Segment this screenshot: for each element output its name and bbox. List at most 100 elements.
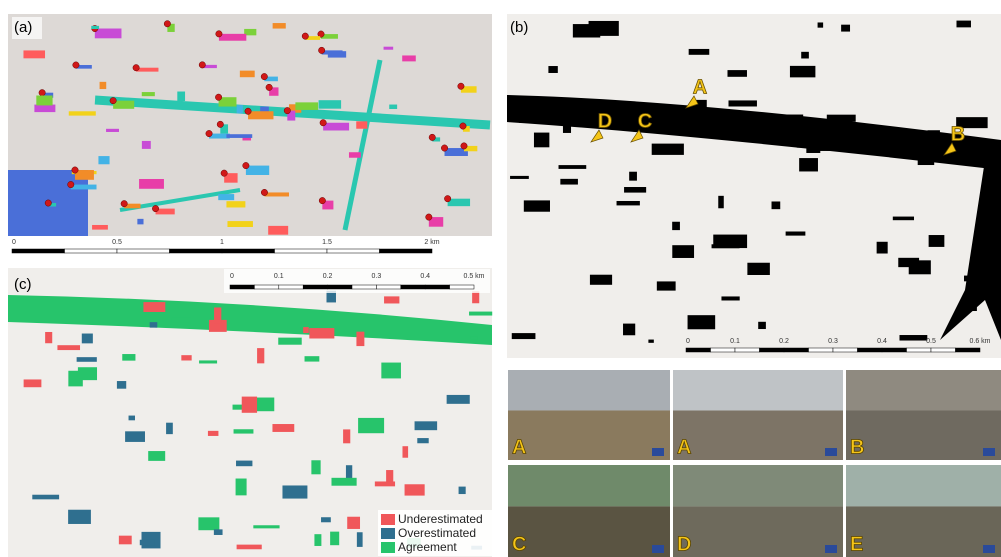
flood-patch bbox=[459, 487, 466, 494]
flood-patch bbox=[790, 66, 815, 77]
flood-patch bbox=[799, 158, 818, 171]
flood-patch bbox=[652, 144, 684, 155]
flood-patch bbox=[356, 332, 364, 346]
flood-patch bbox=[827, 115, 856, 122]
flood-patch bbox=[718, 196, 724, 208]
flood-patch bbox=[140, 540, 155, 545]
flood-patch bbox=[91, 26, 99, 29]
gauge bbox=[243, 162, 249, 168]
photo-label: A bbox=[512, 436, 526, 458]
photo-sky bbox=[673, 465, 843, 506]
flood-patch bbox=[106, 129, 119, 132]
flood-patch bbox=[122, 354, 135, 361]
gauge bbox=[320, 120, 326, 126]
flood-patch bbox=[893, 217, 914, 221]
photo-sky bbox=[508, 370, 670, 411]
flood-patch bbox=[82, 334, 93, 344]
flood-patch bbox=[772, 201, 781, 209]
flood-patch bbox=[246, 166, 269, 175]
scale-label: 0 bbox=[12, 239, 16, 246]
scale-label: 0.5 bbox=[112, 239, 122, 246]
flood-patch bbox=[956, 21, 970, 28]
scale-segment bbox=[833, 348, 858, 352]
gauge bbox=[261, 189, 267, 195]
flood-patch bbox=[534, 133, 549, 148]
flood-patch bbox=[24, 379, 42, 387]
flood-patch bbox=[524, 200, 550, 211]
flood-patch bbox=[964, 276, 997, 282]
flood-patch bbox=[181, 355, 191, 360]
annotation: C bbox=[638, 110, 652, 132]
flood-patch bbox=[323, 123, 349, 131]
gauge bbox=[152, 205, 158, 211]
flood-patch bbox=[319, 100, 342, 108]
flood-patch bbox=[909, 260, 931, 274]
flood-patch bbox=[248, 111, 273, 119]
legend-swatch bbox=[381, 528, 395, 539]
gauge bbox=[121, 200, 127, 206]
flood-patch bbox=[57, 345, 80, 350]
flood-patch bbox=[272, 424, 294, 432]
gauge bbox=[284, 107, 290, 113]
scale-segment bbox=[809, 348, 834, 352]
gauge bbox=[266, 84, 272, 90]
flood-patch bbox=[721, 296, 739, 300]
flood-patch bbox=[381, 363, 401, 379]
scale-segment bbox=[303, 285, 327, 289]
flood-patch bbox=[559, 165, 587, 169]
scale-segment bbox=[222, 249, 275, 253]
flood-patch bbox=[226, 201, 245, 207]
gauge bbox=[215, 94, 221, 100]
flood-patch bbox=[384, 47, 394, 50]
flood-patch bbox=[590, 275, 612, 285]
flood-patch bbox=[199, 360, 217, 363]
scale-segment bbox=[328, 285, 352, 289]
scale-label: 0.5 km bbox=[463, 273, 484, 280]
photo-label: E bbox=[850, 533, 863, 555]
photo-logo bbox=[825, 545, 837, 553]
scale-segment bbox=[376, 285, 400, 289]
flood-patch bbox=[358, 418, 384, 433]
flood-patch bbox=[264, 192, 289, 196]
flood-patch bbox=[512, 333, 536, 339]
flood-patch bbox=[129, 416, 135, 421]
photo-label: B bbox=[850, 436, 864, 458]
flood-patch bbox=[314, 534, 321, 546]
scale-segment bbox=[65, 249, 118, 253]
photo-water bbox=[673, 411, 843, 461]
scale-segment bbox=[230, 285, 254, 289]
photo-water bbox=[846, 506, 1001, 557]
flood-patch bbox=[226, 134, 252, 138]
flood-patch bbox=[629, 172, 637, 181]
flood-patch bbox=[519, 119, 542, 123]
flood-patch bbox=[448, 199, 470, 206]
flood-patch bbox=[119, 536, 132, 545]
flood-patch bbox=[347, 517, 360, 529]
flood-patch bbox=[198, 517, 219, 530]
photo-logo bbox=[825, 448, 837, 456]
gauge bbox=[261, 73, 267, 79]
photo-label: D bbox=[677, 533, 691, 555]
flood-patch bbox=[218, 194, 234, 200]
photo-logo bbox=[652, 545, 664, 553]
figure: (a) (b) (c) 00.511.52 km00.10.20.30.40.5… bbox=[0, 0, 1001, 557]
flood-patch bbox=[801, 52, 809, 59]
flood-patch bbox=[69, 111, 96, 115]
gauge bbox=[426, 214, 432, 220]
flood-patch bbox=[253, 525, 279, 528]
flood-patch bbox=[573, 24, 600, 37]
flood-patch bbox=[32, 495, 59, 500]
scale-segment bbox=[425, 285, 449, 289]
scale-segment bbox=[907, 348, 932, 352]
scale-segment bbox=[275, 249, 328, 253]
flood-patch bbox=[389, 105, 397, 109]
flood-patch bbox=[236, 479, 247, 496]
panel-label: (c) bbox=[14, 276, 32, 293]
gauge bbox=[318, 47, 324, 53]
scale-segment bbox=[117, 249, 170, 253]
flood-patch bbox=[309, 328, 334, 338]
flood-patch bbox=[472, 291, 479, 303]
flood-patch bbox=[729, 100, 757, 106]
flood-patch bbox=[918, 153, 935, 165]
gauge bbox=[221, 170, 227, 176]
